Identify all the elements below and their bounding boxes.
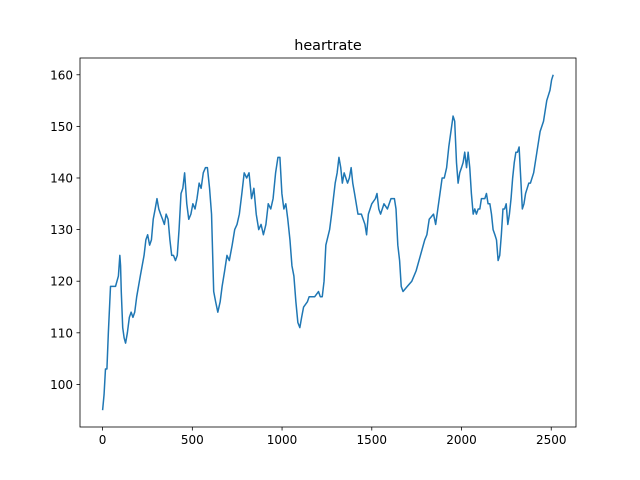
x-tick-label: 500 bbox=[181, 433, 204, 447]
x-tick-label: 1000 bbox=[267, 433, 298, 447]
y-tick-label: 150 bbox=[50, 120, 73, 134]
y-tick-label: 140 bbox=[50, 171, 73, 185]
x-tick-label: 2000 bbox=[446, 433, 477, 447]
chart-title: heartrate bbox=[294, 38, 362, 54]
x-tick-label: 0 bbox=[99, 433, 107, 447]
y-tick-label: 110 bbox=[50, 326, 73, 340]
y-tick-label: 120 bbox=[50, 275, 73, 289]
x-tick-label: 1500 bbox=[357, 433, 388, 447]
x-tick-label: 2500 bbox=[536, 433, 567, 447]
y-tick-label: 160 bbox=[50, 68, 73, 82]
plot-frame bbox=[79, 57, 577, 428]
y-tick-label: 130 bbox=[50, 223, 73, 237]
data-line bbox=[101, 74, 554, 411]
y-tick-label: 100 bbox=[50, 378, 73, 392]
